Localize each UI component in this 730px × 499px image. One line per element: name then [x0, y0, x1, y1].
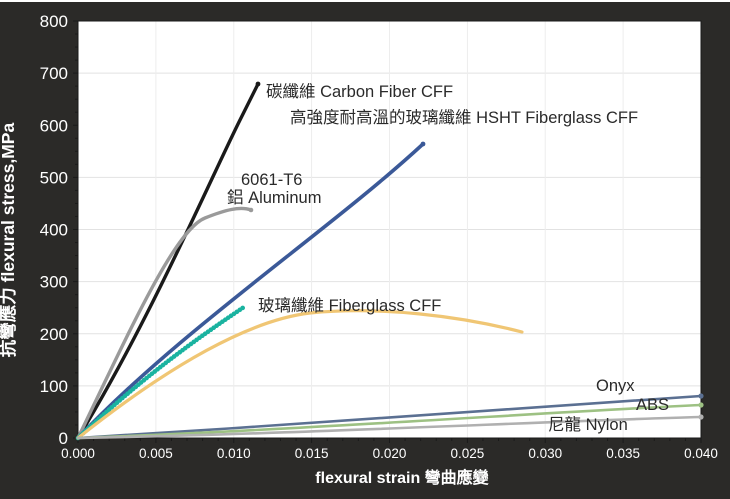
- svg-text:尼龍 Nylon: 尼龍 Nylon: [548, 415, 628, 434]
- svg-text:玻璃纖維 Fiberglass CFF: 玻璃纖維 Fiberglass CFF: [258, 296, 441, 315]
- svg-text:0.010: 0.010: [217, 446, 251, 461]
- svg-text:800: 800: [40, 12, 68, 31]
- svg-text:Onyx: Onyx: [596, 377, 635, 395]
- svg-text:600: 600: [40, 116, 68, 135]
- svg-text:6061-T6: 6061-T6: [241, 171, 302, 189]
- svg-text:400: 400: [40, 221, 68, 240]
- svg-text:0.025: 0.025: [451, 446, 485, 461]
- svg-text:flexural strain 彎曲應變: flexural strain 彎曲應變: [315, 468, 489, 487]
- svg-text:0.000: 0.000: [61, 446, 95, 461]
- svg-text:700: 700: [40, 64, 68, 83]
- svg-text:500: 500: [40, 168, 68, 187]
- svg-text:高強度耐高溫的玻璃纖維 HSHT Fiberglass CF: 高強度耐高溫的玻璃纖維 HSHT Fiberglass CFF: [290, 108, 638, 127]
- svg-text:0.030: 0.030: [528, 446, 562, 461]
- svg-text:0.040: 0.040: [684, 446, 718, 461]
- svg-text:碳纖維 Carbon Fiber CFF: 碳纖維 Carbon Fiber CFF: [266, 82, 453, 101]
- svg-text:300: 300: [40, 273, 68, 292]
- svg-text:0.035: 0.035: [606, 446, 640, 461]
- svg-text:200: 200: [40, 325, 68, 344]
- svg-text:ABS: ABS: [636, 396, 669, 414]
- svg-text:0.015: 0.015: [295, 446, 329, 461]
- svg-text:0.005: 0.005: [139, 446, 173, 461]
- svg-text:100: 100: [40, 377, 68, 396]
- svg-text:0.020: 0.020: [373, 446, 407, 461]
- svg-text:鋁 Aluminum: 鋁 Aluminum: [227, 188, 321, 207]
- svg-text:抗彎應力 flexural stress,MPa: 抗彎應力 flexural stress,MPa: [0, 123, 18, 358]
